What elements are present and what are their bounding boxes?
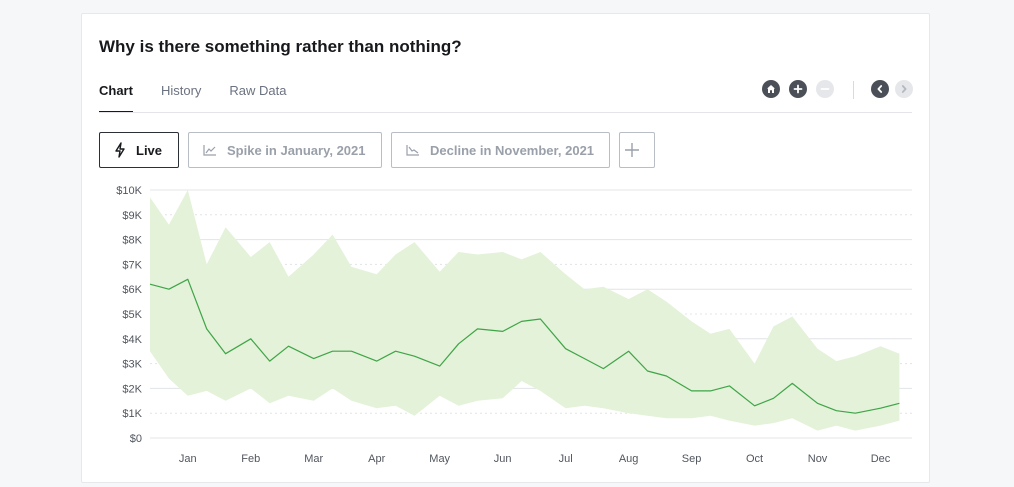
x-tick-label: Feb	[241, 453, 260, 465]
y-tick-label: $0	[130, 433, 142, 445]
scenario-decline-button[interactable]: Decline in November, 2021	[391, 132, 610, 168]
chevron-left-icon	[877, 85, 883, 93]
x-tick-label: Jul	[559, 453, 573, 465]
x-tick-label: May	[429, 453, 450, 465]
y-tick-label: $9K	[122, 210, 142, 222]
next-button[interactable]	[895, 80, 913, 98]
live-button[interactable]: Live	[99, 132, 179, 168]
tab-raw-data[interactable]: Raw Data	[229, 83, 287, 98]
y-tick-label: $5K	[122, 309, 142, 321]
trend-line-icon	[203, 145, 216, 156]
series-line	[149, 278, 900, 414]
plus-circle-icon	[793, 84, 803, 94]
scenario-spike-label: Spike in January, 2021	[227, 142, 366, 158]
add-scenario-button[interactable]	[619, 132, 655, 168]
chart-card: Why is there something rather than nothi…	[81, 13, 930, 483]
x-tick-label: Mar	[304, 453, 323, 465]
zoom-out-button[interactable]	[816, 80, 834, 98]
y-tick-label: $1K	[122, 408, 142, 420]
lightning-icon	[115, 142, 125, 158]
question-title: Why is there something rather than nothi…	[99, 37, 462, 56]
chevron-right-icon	[901, 85, 907, 93]
x-tick-label: Sep	[682, 453, 702, 465]
y-tick-label: $3K	[122, 359, 142, 371]
x-tick-label: Nov	[808, 453, 828, 465]
confidence-band	[150, 190, 900, 431]
x-tick-label: Dec	[871, 453, 891, 465]
y-tick-label: $6K	[122, 284, 142, 296]
previous-button[interactable]	[871, 80, 889, 98]
y-tick-label: $8K	[122, 235, 142, 247]
y-tick-label: $10K	[116, 185, 142, 197]
tab-bar: Chart History Raw Data	[99, 81, 314, 113]
tab-history[interactable]: History	[160, 83, 202, 98]
controls-divider	[853, 81, 854, 99]
x-tick-label: Oct	[746, 453, 763, 465]
minus-circle-icon	[820, 88, 830, 90]
home-icon	[767, 85, 775, 93]
scenario-spike-button[interactable]: Spike in January, 2021	[188, 132, 382, 168]
plus-icon	[625, 143, 639, 157]
tab-divider	[99, 112, 912, 113]
y-tick-label: $4K	[122, 334, 142, 346]
zoom-in-button[interactable]	[789, 80, 807, 98]
x-tick-label: Aug	[619, 453, 639, 465]
live-label: Live	[136, 142, 163, 158]
x-tick-label: Apr	[368, 453, 385, 465]
home-button[interactable]	[762, 80, 780, 98]
x-tick-label: Jun	[494, 453, 512, 465]
trend-line-icon	[406, 145, 419, 156]
x-tick-label: Jan	[179, 453, 197, 465]
y-tick-label: $2K	[122, 383, 142, 395]
y-tick-label: $7K	[122, 259, 142, 271]
scenario-decline-label: Decline in November, 2021	[430, 142, 595, 158]
price-chart: $0 $1K $2K $3K $4K $5K $6K $7K $8K $9K $10K Jan Feb M…	[116, 185, 912, 465]
